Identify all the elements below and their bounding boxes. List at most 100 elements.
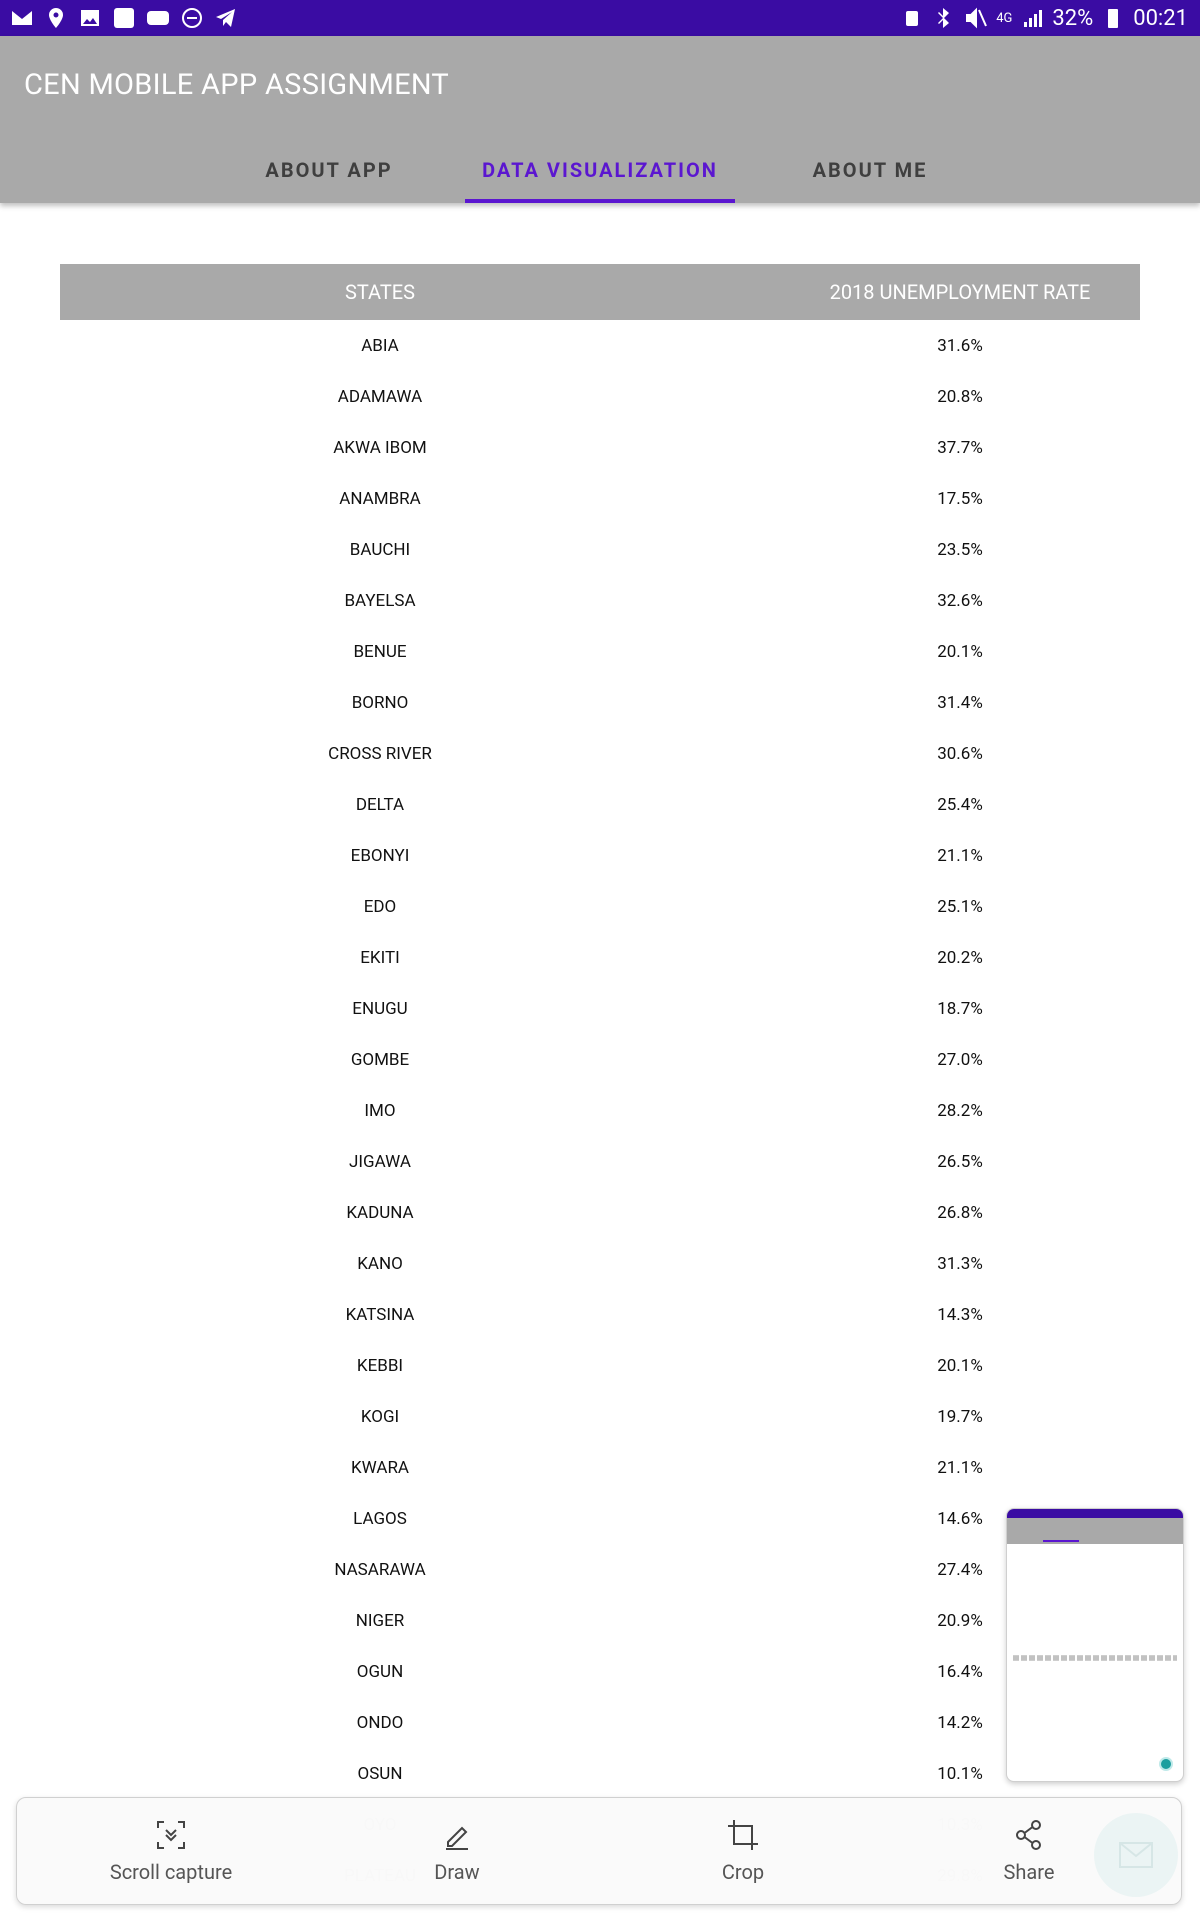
table-row: KEBBI 20.1%	[60, 1340, 1140, 1391]
gallery-icon	[78, 6, 102, 30]
crop-button[interactable]: Crop	[643, 1798, 843, 1904]
table-row: IMO 28.2%	[60, 1085, 1140, 1136]
state-cell: KATSINA	[345, 1304, 415, 1325]
state-cell: OGUN	[356, 1661, 404, 1682]
table-row: NIGER 20.9%	[60, 1595, 1140, 1646]
share-button[interactable]: Share	[929, 1798, 1129, 1904]
thumbnail-app-bar	[1007, 1518, 1183, 1544]
state-cell: EBONYI	[350, 845, 410, 866]
table-row: ADAMAWA 20.8%	[60, 371, 1140, 422]
tab-data-visualization[interactable]: DATA VISUALIZATION	[482, 158, 718, 182]
app-bar: CEN MOBILE APP ASSIGNMENT ABOUT APP DATA…	[0, 36, 1200, 203]
wifi-notification-icon	[112, 6, 136, 30]
state-cell: BORNO	[351, 692, 409, 713]
location-icon	[44, 6, 68, 30]
state-cell: IMO	[364, 1100, 396, 1121]
system-status: 4G 32% 00:21	[900, 6, 1200, 31]
active-tab-indicator	[465, 199, 735, 203]
state-cell: NIGER	[355, 1610, 405, 1631]
header-rate: 2018 UNEMPLOYMENT RATE	[829, 280, 1091, 304]
state-cell: KADUNA	[346, 1202, 414, 1223]
battery-percent: 32%	[1052, 5, 1094, 31]
table-row: BORNO 31.4%	[60, 677, 1140, 728]
table-row: EDO 25.1%	[60, 881, 1140, 932]
rate-cell: 31.6%	[937, 335, 983, 356]
thumbnail-status-bar	[1007, 1509, 1183, 1518]
rate-cell: 31.4%	[937, 692, 983, 713]
rate-cell: 20.9%	[937, 1610, 983, 1631]
table-row: CROSS RIVER 30.6%	[60, 728, 1140, 779]
screenshot-toolbar: Scroll capture Draw Crop Share	[16, 1797, 1182, 1905]
thumbnail-text	[1013, 1655, 1177, 1661]
tab-about-me[interactable]: ABOUT ME	[812, 158, 928, 182]
scroll-capture-button[interactable]: Scroll capture	[71, 1798, 271, 1904]
table-body[interactable]: ABIA 31.6% ADAMAWA 20.8% AKWA IBOM 37.7% ANAMB…	[60, 320, 1140, 1799]
unemployment-table: STATES 2018 UNEMPLOYMENT RATE ABIA 31.6% A…	[60, 264, 1140, 1901]
rate-cell: 20.2%	[937, 947, 983, 968]
mail-fab-icon	[1119, 1842, 1153, 1868]
state-cell: AKWA IBOM	[333, 437, 427, 458]
mute-icon	[964, 6, 988, 30]
mail-fab[interactable]	[1094, 1813, 1178, 1897]
mail-icon	[10, 6, 34, 30]
draw-button[interactable]: Draw	[357, 1798, 557, 1904]
tab-bar: ABOUT APP DATA VISUALIZATION ABOUT ME	[0, 142, 1200, 203]
state-cell: KEBBI	[356, 1355, 404, 1376]
state-cell: GOMBE	[350, 1049, 410, 1070]
state-cell: DELTA	[355, 794, 405, 815]
app-title: CEN MOBILE APP ASSIGNMENT	[24, 68, 450, 102]
share-icon	[1016, 1820, 1041, 1850]
rate-cell: 16.4%	[937, 1661, 983, 1682]
table-row: KADUNA 26.8%	[60, 1187, 1140, 1238]
table-row: KATSINA 14.3%	[60, 1289, 1140, 1340]
rate-cell: 26.5%	[937, 1151, 983, 1172]
rate-cell: 14.6%	[937, 1508, 983, 1529]
rate-cell: 10.1%	[937, 1763, 983, 1784]
state-cell: OSUN	[357, 1763, 403, 1784]
table-row: EBONYI 21.1%	[60, 830, 1140, 881]
signal-icon	[1020, 6, 1044, 30]
rate-cell: 20.1%	[937, 641, 983, 662]
screenshot-thumbnail[interactable]	[1006, 1508, 1184, 1782]
rate-cell: 18.7%	[937, 998, 983, 1019]
rate-cell: 21.1%	[937, 1457, 983, 1478]
table-row: ENUGU 18.7%	[60, 983, 1140, 1034]
state-cell: BAYELSA	[344, 590, 416, 611]
state-cell: ANAMBRA	[339, 488, 421, 509]
rate-cell: 30.6%	[937, 743, 983, 764]
table-row: KOGI 19.7%	[60, 1391, 1140, 1442]
rate-cell: 27.0%	[937, 1049, 983, 1070]
scroll-capture-icon	[157, 1821, 185, 1849]
header-states: STATES	[345, 280, 415, 304]
rate-cell: 21.1%	[937, 845, 983, 866]
table-row: EKITI 20.2%	[60, 932, 1140, 983]
tab-about-app[interactable]: ABOUT APP	[265, 158, 393, 182]
state-cell: JIGAWA	[349, 1151, 411, 1172]
rate-cell: 25.1%	[937, 896, 983, 917]
rate-cell: 14.3%	[937, 1304, 983, 1325]
state-cell: ENUGU	[352, 998, 408, 1019]
table-row: DELTA 25.4%	[60, 779, 1140, 830]
share-label: Share	[1003, 1860, 1055, 1884]
crop-label: Crop	[721, 1860, 765, 1884]
rate-cell: 31.3%	[937, 1253, 983, 1274]
state-cell: ADAMAWA	[337, 386, 423, 407]
state-cell: KOGI	[360, 1406, 400, 1427]
rate-cell: 37.7%	[937, 437, 983, 458]
table-header: STATES 2018 UNEMPLOYMENT RATE	[60, 264, 1140, 320]
telegram-icon	[214, 6, 238, 30]
table-row: BENUE 20.1%	[60, 626, 1140, 677]
thumbnail-dot	[1159, 1757, 1173, 1771]
state-cell: ONDO	[356, 1712, 404, 1733]
table-row: ABIA 31.6%	[60, 320, 1140, 371]
rate-cell: 19.7%	[937, 1406, 983, 1427]
crop-icon	[728, 1820, 758, 1850]
pencil-icon	[446, 1826, 468, 1850]
bluetooth-icon	[932, 6, 956, 30]
alarm-icon	[900, 6, 924, 30]
notification-icons	[0, 6, 238, 30]
table-row: BAUCHI 23.5%	[60, 524, 1140, 575]
rate-cell: 27.4%	[937, 1559, 983, 1580]
table-row: JIGAWA 26.5%	[60, 1136, 1140, 1187]
table-row: OGUN 16.4%	[60, 1646, 1140, 1697]
